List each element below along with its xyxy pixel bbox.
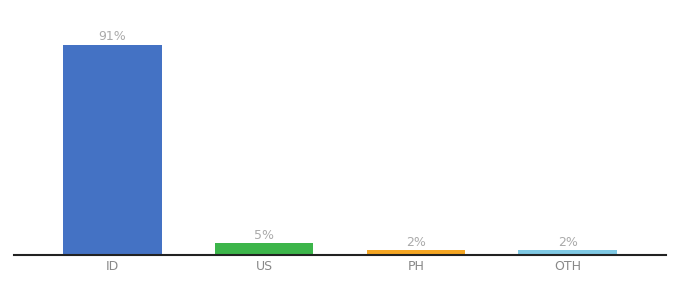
Bar [215,243,313,255]
Text: 2%: 2% [406,236,426,248]
Bar [518,250,617,255]
Text: 5%: 5% [254,229,274,242]
Bar [63,45,162,255]
Bar [367,250,465,255]
Text: 2%: 2% [558,236,577,248]
Text: 91%: 91% [99,30,126,43]
